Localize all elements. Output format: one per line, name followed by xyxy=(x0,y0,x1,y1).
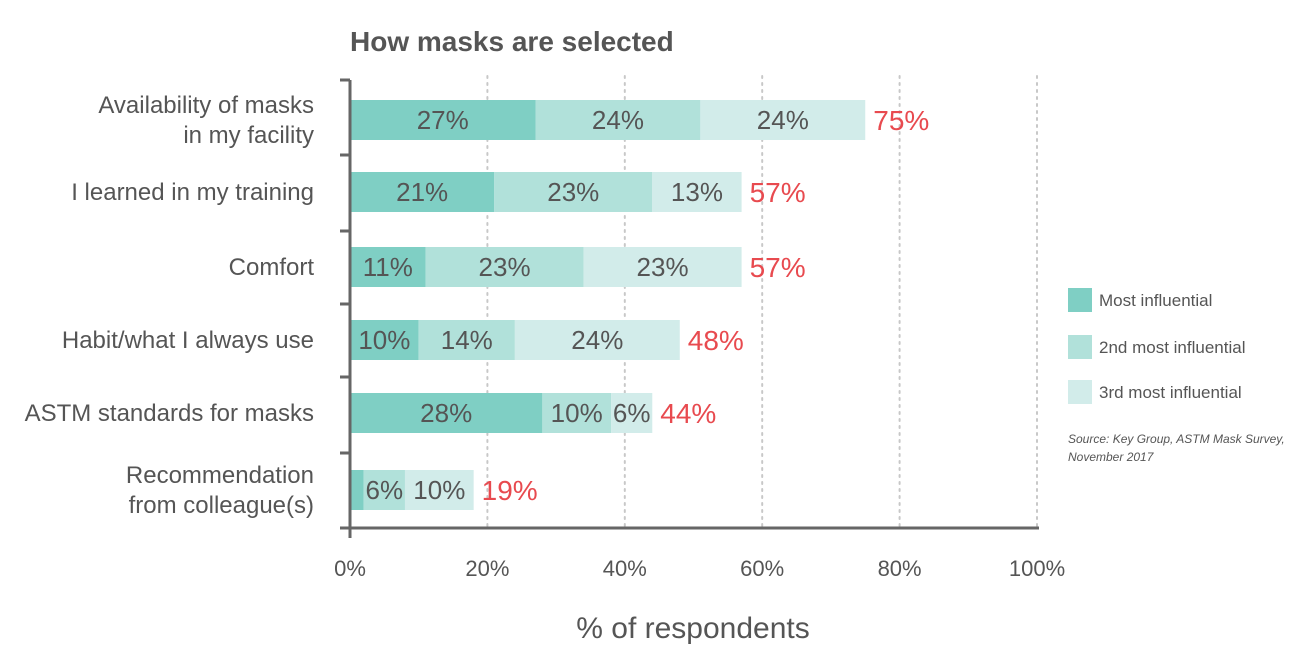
legend-label: Most influential xyxy=(1099,291,1212,310)
bar-segment xyxy=(350,172,495,212)
source-line: November 2017 xyxy=(1068,450,1155,464)
x-tick-label: 40% xyxy=(603,556,647,581)
source-note: Source: Key Group, ASTM Mask Survey, Nove… xyxy=(1068,432,1285,464)
segment-label: 6% xyxy=(613,398,651,428)
bar-segment xyxy=(404,470,474,510)
grid xyxy=(486,75,1038,529)
total-label: 75% xyxy=(873,105,929,136)
total-label: 57% xyxy=(750,177,806,208)
bar-segment xyxy=(535,100,701,140)
segment-label: 6% xyxy=(366,475,404,505)
x-tick-label: 100% xyxy=(1009,556,1065,581)
x-tick-label: 80% xyxy=(878,556,922,581)
x-tick-label: 20% xyxy=(465,556,509,581)
category-label: Recommendation from colleague(s) xyxy=(126,462,314,519)
total-label: 48% xyxy=(688,325,744,356)
x-tick-label: 0% xyxy=(334,556,366,581)
segment-label: 23% xyxy=(637,252,689,282)
category-labels: Availability of masks in my facility I lea… xyxy=(25,92,315,519)
axes xyxy=(340,78,1039,538)
bar-segment xyxy=(494,172,653,212)
total-label: 19% xyxy=(482,475,538,506)
segment-label: 10% xyxy=(358,325,410,355)
legend-label: 3rd most influential xyxy=(1099,383,1242,402)
source-line: Source: Key Group, ASTM Mask Survey, xyxy=(1068,432,1285,446)
bar-segment xyxy=(652,172,742,212)
bar-segment xyxy=(611,393,653,433)
legend-swatch xyxy=(1068,288,1092,312)
legend-swatch xyxy=(1068,335,1092,359)
bar-segment xyxy=(542,393,612,433)
segment-label: 21% xyxy=(396,177,448,207)
bar-segment xyxy=(363,470,405,510)
segment-label: 23% xyxy=(479,252,531,282)
category-label: Availability of masks in my facility xyxy=(98,92,314,149)
bar-segment xyxy=(350,393,543,433)
bar-segment xyxy=(350,247,426,287)
segment-label: 24% xyxy=(592,105,644,135)
bar-segment xyxy=(583,247,742,287)
segment-label: 10% xyxy=(413,475,465,505)
bar-segment xyxy=(350,470,364,510)
segment-label: 14% xyxy=(441,325,493,355)
segment-label: 10% xyxy=(551,398,603,428)
x-axis-label: % of respondents xyxy=(576,612,809,645)
bar-segment xyxy=(425,247,584,287)
tick-labels: 0% 20% 40% 60% 80% 100% xyxy=(334,556,1065,581)
legend-label: 2nd most influential xyxy=(1099,338,1245,357)
bar-segment xyxy=(700,100,866,140)
bars: 27% 24% 24% 75% 21% 23% 13% 57% 11% 23% 23% 57% 10% 1… xyxy=(350,100,929,510)
segment-label: 11% xyxy=(363,252,413,282)
segment-label: 13% xyxy=(671,177,723,207)
segment-label: 23% xyxy=(547,177,599,207)
segment-label: 28% xyxy=(420,398,472,428)
total-label: 44% xyxy=(660,398,716,429)
category-label: I learned in my training xyxy=(71,179,314,206)
legend-swatch xyxy=(1068,380,1092,404)
x-tick-label: 60% xyxy=(740,556,784,581)
segment-label: 24% xyxy=(757,105,809,135)
bar-segment xyxy=(350,320,419,360)
bar-segment xyxy=(350,100,536,140)
category-label: Comfort xyxy=(229,254,315,281)
legend: Most influential 2nd most influential 3rd … xyxy=(1068,288,1245,404)
segment-label: 24% xyxy=(571,325,623,355)
segment-label: 27% xyxy=(417,105,469,135)
total-label: 57% xyxy=(750,252,806,283)
category-label: ASTM standards for masks xyxy=(25,400,314,427)
chart-title: How masks are selected xyxy=(350,26,674,57)
category-label: Habit/what I always use xyxy=(62,327,314,354)
bar-segment xyxy=(418,320,515,360)
bar-segment xyxy=(514,320,680,360)
